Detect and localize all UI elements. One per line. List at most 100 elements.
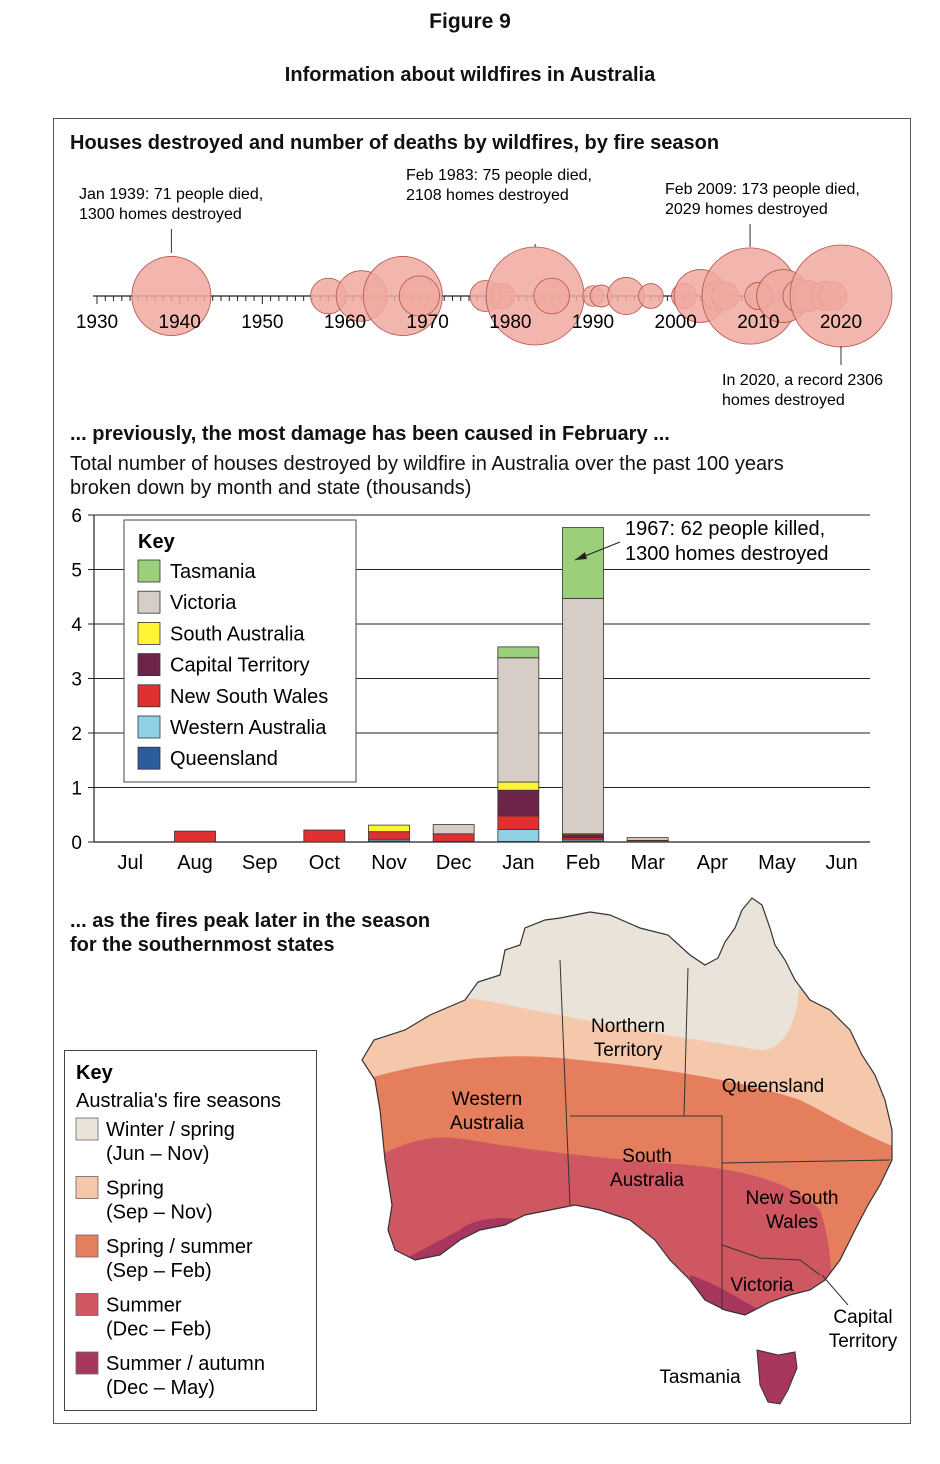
x-tick-label-Dec: Dec <box>436 852 472 874</box>
x-tick-label-Apr: Apr <box>697 852 728 874</box>
x-tick-label-Jun: Jun <box>826 852 858 874</box>
season-swatch-season_spring <box>75 1176 99 1199</box>
bar-Feb-capital-territory <box>562 834 604 839</box>
season-label-season_spring-1: Spring <box>106 1178 164 1200</box>
zone-summer-autumn-west <box>362 1218 520 1315</box>
bar-key-box <box>123 519 357 783</box>
legend-label-new-south-wales: New South Wales <box>170 686 328 708</box>
legend-swatch-new-south-wales <box>137 684 161 708</box>
bubble-1939-0 <box>131 256 212 336</box>
timeline-tick-label-1980: 1980 <box>489 312 531 333</box>
season-label-season_summer_autumn-2: (Dec – May) <box>106 1377 215 1399</box>
label-sa-1: South <box>622 1146 672 1167</box>
x-tick-label-Feb: Feb <box>566 852 600 874</box>
legend-label-western-australia: Western Australia <box>170 717 327 739</box>
legend-swatch-south-australia <box>137 622 161 645</box>
bar-Jan-tasmania <box>497 646 540 659</box>
map-heading-line-1: ... as the fires peak later in the seaso… <box>70 910 431 932</box>
legend-label-south-australia: South Australia <box>170 623 305 645</box>
feb-callout-line-1: 1967: 62 people killed, <box>625 518 825 540</box>
bubble-1985-8 <box>533 277 570 315</box>
bar-description-line-1: Total number of houses destroyed by wild… <box>70 453 784 475</box>
season-label-season_spring_summer-2: (Sep – Feb) <box>106 1260 212 1282</box>
x-tick-label-Sep: Sep <box>242 852 278 874</box>
y-tick-label-6: 6 <box>71 506 82 527</box>
bar-key-title: Key <box>138 531 176 553</box>
season-key-subtitle: Australia's fire seasons <box>76 1090 281 1112</box>
timeline-heading: Houses destroyed and number of deaths by… <box>70 132 720 154</box>
state-borders <box>559 959 891 1310</box>
x-tick-label-Aug: Aug <box>177 852 213 874</box>
annotation-2009-line-2: 2029 homes destroyed <box>665 201 828 218</box>
x-tick-label-Jan: Jan <box>502 852 534 874</box>
bar-Mar-victoria <box>626 837 669 841</box>
season-key-title: Key <box>76 1062 114 1084</box>
bar-description-line-2: broken down by month and state (thousand… <box>70 477 472 499</box>
label-sa-2: Australia <box>610 1170 684 1191</box>
fire-season-key: Key Australia's fire seasons Winter / sp… <box>64 1050 317 1411</box>
label-nsw-2: Wales <box>766 1212 818 1233</box>
season-label-season_spring-2: (Sep – Nov) <box>106 1202 213 1224</box>
season-label-season_summer_autumn-1: Summer / autumn <box>106 1353 265 1375</box>
annotation-2020-line-2: homes destroyed <box>722 392 845 409</box>
bar-Nov-new-south-wales <box>368 831 410 840</box>
x-tick-label-May: May <box>758 852 796 874</box>
feb-callout-line-2: 1300 homes destroyed <box>625 543 828 565</box>
bar-Jan-western-australia <box>497 829 540 842</box>
y-tick-label-5: 5 <box>71 561 82 582</box>
map-heading-line-2: for the southernmost states <box>70 934 335 956</box>
legend-label-queensland: Queensland <box>170 748 278 770</box>
figure-title: Information about wildfires in Australia <box>284 64 656 86</box>
bar-Dec-victoria <box>432 824 475 835</box>
x-tick-label-Jul: Jul <box>118 852 144 874</box>
bar-Jan-capital-territory <box>497 789 540 817</box>
figure-panel <box>53 118 911 1424</box>
label-nt-2: Territory <box>594 1040 663 1061</box>
annotation-1939-line-2: 1300 homes destroyed <box>79 206 242 223</box>
legend-swatch-victoria <box>137 590 161 614</box>
bubble-1969-4 <box>398 275 440 317</box>
timeline-tick-label-1940: 1940 <box>159 312 201 333</box>
bar-Oct-new-south-wales <box>303 829 346 843</box>
legend-label-tasmania: Tasmania <box>170 561 256 583</box>
bar-Nov-south-australia <box>368 824 410 833</box>
legend-label-victoria: Victoria <box>170 592 237 614</box>
bar-Dec-new-south-wales <box>432 833 475 842</box>
timeline-tick-label-2020: 2020 <box>820 312 862 333</box>
bubble-1997-12 <box>638 283 664 309</box>
timeline-chart: 1930 1940 1950 1960 1970 1980 1990 2000 2010 2020… <box>76 167 893 409</box>
timeline-tick-label-1970: 1970 <box>407 312 449 333</box>
season-swatch-season_summer_autumn <box>75 1351 99 1375</box>
label-tas: Tasmania <box>659 1367 741 1388</box>
legend-swatch-tasmania <box>137 559 161 583</box>
bar-Aug-new-south-wales <box>174 830 216 843</box>
y-tick-label-1: 1 <box>71 779 82 800</box>
monthly-stacked-bar-chart: 0 1 2 3 4 5 6 Jul Aug Sep Oct Nov Dec Jan Feb Mar Apr May… <box>71 506 870 874</box>
season-label-season_summer-1: Summer <box>106 1295 182 1317</box>
y-tick-label-2: 2 <box>71 724 82 745</box>
annotation-1939-line-1: Jan 1939: 71 people died, <box>79 186 263 203</box>
timeline-tick-label-1990: 1990 <box>572 312 614 333</box>
label-nt-1: Northern <box>591 1016 665 1037</box>
label-act-2: Territory <box>829 1331 898 1352</box>
legend-swatch-capital-territory <box>137 653 161 677</box>
annotation-2009-line-1: Feb 2009: 173 people died, <box>665 181 860 198</box>
annotation-2020-line-1: In 2020, a record 2306 <box>722 372 883 389</box>
y-tick-label-3: 3 <box>71 670 82 691</box>
season-label-season_summer-2: (Dec – Feb) <box>106 1319 212 1341</box>
bar-Feb-victoria <box>562 597 604 835</box>
tasmania-island <box>756 1349 798 1405</box>
bar-Feb-tasmania <box>562 527 604 599</box>
feb-callout-arrowhead <box>575 552 587 560</box>
bar-section-heading: ... previously, the most damage has been… <box>70 423 670 445</box>
legend-swatch-queensland <box>137 746 161 770</box>
season-swatch-season_winter_spring <box>75 1117 99 1141</box>
bar-Jan-south-australia <box>497 781 540 791</box>
x-tick-label-Oct: Oct <box>309 852 341 874</box>
label-qld: Queensland <box>722 1076 824 1097</box>
australia-outline <box>361 897 893 1316</box>
timeline-tick-label-1930: 1930 <box>76 312 118 333</box>
annotation-1983-line-1: Feb 1983: 75 people died, <box>406 167 592 184</box>
australia-fire-season-map: Northern Territory Western Australia Que… <box>361 897 898 1405</box>
timeline-tick-label-1950: 1950 <box>241 312 283 333</box>
